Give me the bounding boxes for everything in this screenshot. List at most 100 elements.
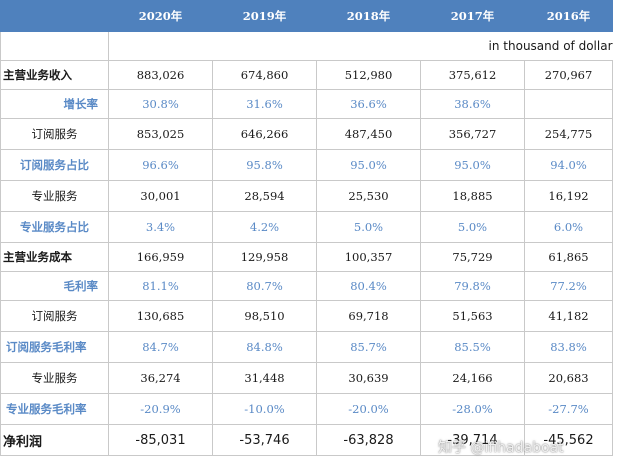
table-row-professional: 专业服务 30,001 28,594 25,530 18,885 16,192 xyxy=(0,180,613,212)
table-cell: 77.2% xyxy=(524,271,613,301)
table-cell: 30,001 xyxy=(108,180,213,212)
header-corner xyxy=(0,0,109,32)
table-cell: 375,612 xyxy=(420,60,525,90)
table-cell: 51,563 xyxy=(420,300,525,332)
table-cell: 356,727 xyxy=(420,118,525,150)
row-label: 增长率 xyxy=(0,89,109,119)
table-cell: 36,274 xyxy=(108,362,213,394)
table-cell: 84.7% xyxy=(108,331,213,363)
table-cell: 83.8% xyxy=(524,331,613,363)
row-label: 订阅服务毛利率 xyxy=(0,331,109,363)
row-label: 主营业务收入 xyxy=(0,60,109,90)
table-cell: 31,448 xyxy=(212,362,317,394)
table-cell: 79.8% xyxy=(420,271,525,301)
table-cell: 270,967 xyxy=(524,60,613,90)
table-cell: -20.0% xyxy=(316,393,421,425)
table-cell: 80.4% xyxy=(316,271,421,301)
table-cell: 98,510 xyxy=(212,300,317,332)
table-row-gross-margin: 毛利率 81.1% 80.7% 80.4% 79.8% 77.2% xyxy=(0,271,613,301)
table-cell: -45,562 xyxy=(524,424,613,456)
table-cell: 84.8% xyxy=(212,331,317,363)
table-row-subscription: 订阅服务 853,025 646,266 487,450 356,727 254… xyxy=(0,118,613,150)
table-cell: 41,182 xyxy=(524,300,613,332)
table-cell: 6.0% xyxy=(524,211,613,243)
unit-row: in thousand of dollar xyxy=(0,31,613,61)
table-cell: 853,025 xyxy=(108,118,213,150)
table-cell: -63,828 xyxy=(316,424,421,456)
header-row: 2020年 2019年 2018年 2017年 2016年 xyxy=(0,0,613,32)
row-label: 净利润 xyxy=(0,424,109,456)
table-cell: 130,685 xyxy=(108,300,213,332)
table-cell: 95.0% xyxy=(316,149,421,181)
table-cell: -27.7% xyxy=(524,393,613,425)
row-label: 订阅服务 xyxy=(0,118,109,150)
financial-table: 2020年 2019年 2018年 2017年 2016年 in thousan… xyxy=(0,0,613,456)
header-year-2016: 2016年 xyxy=(524,0,613,32)
table-cell: 512,980 xyxy=(316,60,421,90)
table-cell: 3.4% xyxy=(108,211,213,243)
row-label: 主营业务成本 xyxy=(0,242,109,272)
table-cell: 5.0% xyxy=(316,211,421,243)
table-row-subscription-cost: 订阅服务 130,685 98,510 69,718 51,563 41,182 xyxy=(0,300,613,332)
header-year-2020: 2020年 xyxy=(108,0,213,32)
table-row-professional-share: 专业服务占比 3.4% 4.2% 5.0% 5.0% 6.0% xyxy=(0,211,613,243)
unit-note: in thousand of dollar xyxy=(108,31,613,61)
table-cell: 30.8% xyxy=(108,89,213,119)
table-cell: 100,357 xyxy=(316,242,421,272)
table-cell: 61,865 xyxy=(524,242,613,272)
row-label: 专业服务占比 xyxy=(0,211,109,243)
row-label: 订阅服务占比 xyxy=(0,149,109,181)
table-cell: 85.7% xyxy=(316,331,421,363)
table-cell: 80.7% xyxy=(212,271,317,301)
table-cell: 38.6% xyxy=(420,89,525,119)
table-cell: 81.1% xyxy=(108,271,213,301)
table-cell: -20.9% xyxy=(108,393,213,425)
table-cell: 129,958 xyxy=(212,242,317,272)
table-cell: -28.0% xyxy=(420,393,525,425)
table-cell: 20,683 xyxy=(524,362,613,394)
table-row-subscription-margin: 订阅服务毛利率 84.7% 84.8% 85.7% 85.5% 83.8% xyxy=(0,331,613,363)
row-label: 专业服务 xyxy=(0,180,109,212)
table-cell: -53,746 xyxy=(212,424,317,456)
table-row-revenue: 主营业务收入 883,026 674,860 512,980 375,612 2… xyxy=(0,60,613,90)
table-cell: 254,775 xyxy=(524,118,613,150)
table-cell: -10.0% xyxy=(212,393,317,425)
table-cell: 94.0% xyxy=(524,149,613,181)
table-row-cost: 主营业务成本 166,959 129,958 100,357 75,729 61… xyxy=(0,242,613,272)
unit-spacer xyxy=(0,31,109,61)
header-year-2017: 2017年 xyxy=(420,0,525,32)
table-cell: 30,639 xyxy=(316,362,421,394)
table-cell: 96.6% xyxy=(108,149,213,181)
table-row-growth: 增长率 30.8% 31.6% 36.6% 38.6% xyxy=(0,89,613,119)
row-label: 专业服务 xyxy=(0,362,109,394)
table-cell: 28,594 xyxy=(212,180,317,212)
table-cell: 69,718 xyxy=(316,300,421,332)
table-cell: 16,192 xyxy=(524,180,613,212)
header-year-2019: 2019年 xyxy=(212,0,317,32)
table-cell: 487,450 xyxy=(316,118,421,150)
table-row-subscription-share: 订阅服务占比 96.6% 95.8% 95.0% 95.0% 94.0% xyxy=(0,149,613,181)
table-row-professional-cost: 专业服务 36,274 31,448 30,639 24,166 20,683 xyxy=(0,362,613,394)
row-label: 毛利率 xyxy=(0,271,109,301)
table-cell: 31.6% xyxy=(212,89,317,119)
table-cell: -39,714 xyxy=(420,424,525,456)
table-cell: 5.0% xyxy=(420,211,525,243)
table-cell: 95.0% xyxy=(420,149,525,181)
table-cell: 36.6% xyxy=(316,89,421,119)
table-cell: 674,860 xyxy=(212,60,317,90)
table-cell: 166,959 xyxy=(108,242,213,272)
table-row-professional-margin: 专业服务毛利率 -20.9% -10.0% -20.0% -28.0% -27.… xyxy=(0,393,613,425)
table-cell: 18,885 xyxy=(420,180,525,212)
table-cell: 646,266 xyxy=(212,118,317,150)
table-cell: 24,166 xyxy=(420,362,525,394)
table-row-net-profit: 净利润 -85,031 -53,746 -63,828 -39,714 -45,… xyxy=(0,424,613,456)
table-cell: 95.8% xyxy=(212,149,317,181)
table-cell: 4.2% xyxy=(212,211,317,243)
table-cell: -85,031 xyxy=(108,424,213,456)
table-cell: 25,530 xyxy=(316,180,421,212)
row-label: 订阅服务 xyxy=(0,300,109,332)
row-label: 专业服务毛利率 xyxy=(0,393,109,425)
table-cell: 75,729 xyxy=(420,242,525,272)
table-cell: 85.5% xyxy=(420,331,525,363)
table-cell xyxy=(524,89,613,119)
